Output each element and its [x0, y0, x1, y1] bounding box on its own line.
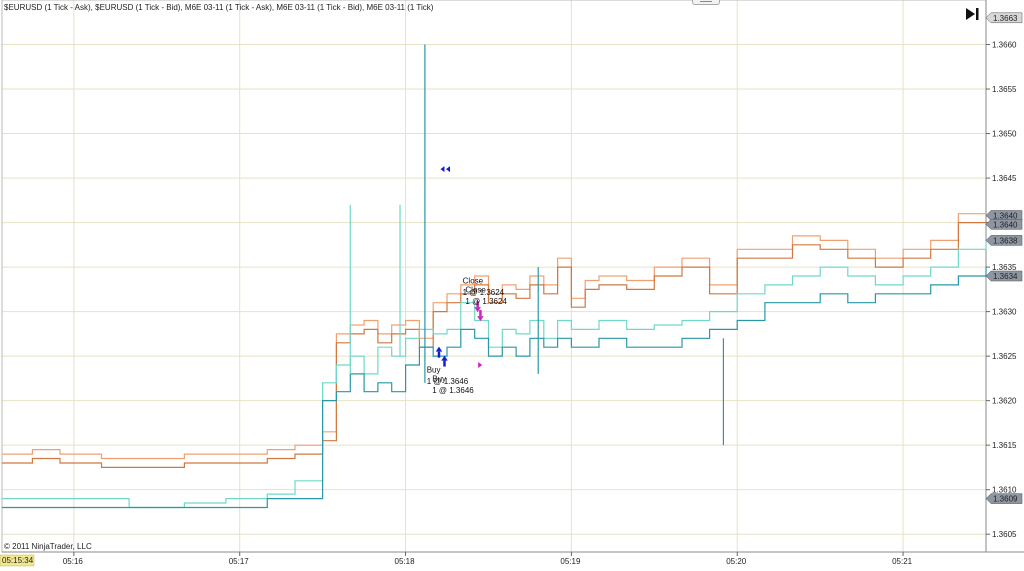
y-tick-label: 1.3625	[992, 352, 1017, 361]
chart-scroll-tab[interactable]	[692, 0, 720, 5]
exit-triangle-icon	[478, 362, 483, 369]
grid	[2, 0, 986, 552]
price-label-box	[985, 12, 1023, 24]
price-label-box	[985, 210, 1023, 221]
execution-label: Close	[463, 276, 484, 285]
y-tick-label: 1.3635	[992, 263, 1017, 272]
series-line-4	[2, 267, 987, 509]
chart-title: $EURUSD (1 Tick - Ask), $EURUSD (1 Tick …	[4, 3, 434, 12]
spike-group	[349, 44, 725, 446]
entry-triangle-icon	[446, 166, 451, 173]
price-label-box	[985, 493, 1023, 504]
price-label-box	[985, 235, 1023, 246]
execution-label: Buy	[432, 374, 446, 383]
price-label-text: 1.3609	[993, 495, 1018, 504]
execution-label: Close	[465, 285, 486, 294]
buy-arrow-stem	[437, 351, 441, 358]
y-tick-label: 1.3660	[992, 41, 1017, 50]
exit-arrow-icon	[474, 307, 481, 313]
copyright-text: © 2011 NinjaTrader, LLC	[4, 542, 92, 551]
price-label-text: 1.3634	[993, 272, 1018, 281]
y-axis-ticks: 1.3605 1.3610 1.3615 1.3620 1.3625 1.3630 1.36…	[986, 41, 1017, 539]
skip-to-end-icon[interactable]	[962, 5, 982, 23]
x-axis-ticks: 05:16 05:17 05:18 05:19 05:20 05:21	[63, 552, 913, 566]
execution-label: 1 @ 1.3646	[432, 386, 474, 395]
execution-label: 1 @ 1.3624	[465, 297, 507, 306]
buy-arrow-stem	[443, 360, 446, 367]
y-tick-label: 1.3655	[992, 85, 1017, 94]
exit-arrow-stem	[479, 310, 482, 317]
buy-arrow-icon	[441, 355, 448, 361]
start-time-label: 05:15:34	[2, 556, 34, 565]
buy-arrow-icon	[435, 346, 443, 352]
execution-label: 1 @ 1.3646	[427, 377, 469, 386]
plot-border	[1, 0, 987, 553]
y-tick-label: 1.3615	[992, 441, 1017, 450]
y-tick-label: 1.3650	[992, 130, 1017, 139]
x-tick-label: 05:20	[726, 557, 747, 566]
price-label-text: 1.3638	[993, 236, 1018, 245]
start-time-badge	[0, 554, 35, 567]
series-group	[2, 213, 987, 509]
price-label-text: 1.3640	[993, 211, 1018, 220]
price-label-text: 1.3663	[993, 14, 1018, 23]
marker-group	[435, 166, 484, 369]
x-tick-label: 05:17	[229, 557, 250, 566]
execution-label: Buy	[427, 365, 441, 374]
y-tick-label: 1.3620	[992, 397, 1017, 406]
x-tick-label: 05:16	[63, 557, 84, 566]
y-tick-label: 1.3630	[992, 308, 1017, 317]
price-label-text: 1.3640	[993, 220, 1018, 229]
series-line-1	[2, 213, 986, 460]
series-line-2	[2, 222, 986, 468]
y-tick-label: 1.3645	[992, 174, 1017, 183]
y-tick-label: 1.3605	[992, 530, 1017, 539]
execution-label: 1 @ 1.3624	[463, 288, 505, 297]
x-tick-label: 05:21	[892, 557, 913, 566]
price-label-box	[985, 219, 1023, 230]
entry-triangle-icon	[440, 166, 445, 173]
exit-arrow-stem	[476, 301, 479, 308]
price-label-box	[985, 270, 1023, 282]
y-tick-label: 1.3610	[992, 486, 1017, 495]
x-tick-label: 05:19	[560, 557, 581, 566]
exit-arrow-icon	[477, 316, 484, 322]
x-tick-label: 05:18	[395, 557, 416, 566]
